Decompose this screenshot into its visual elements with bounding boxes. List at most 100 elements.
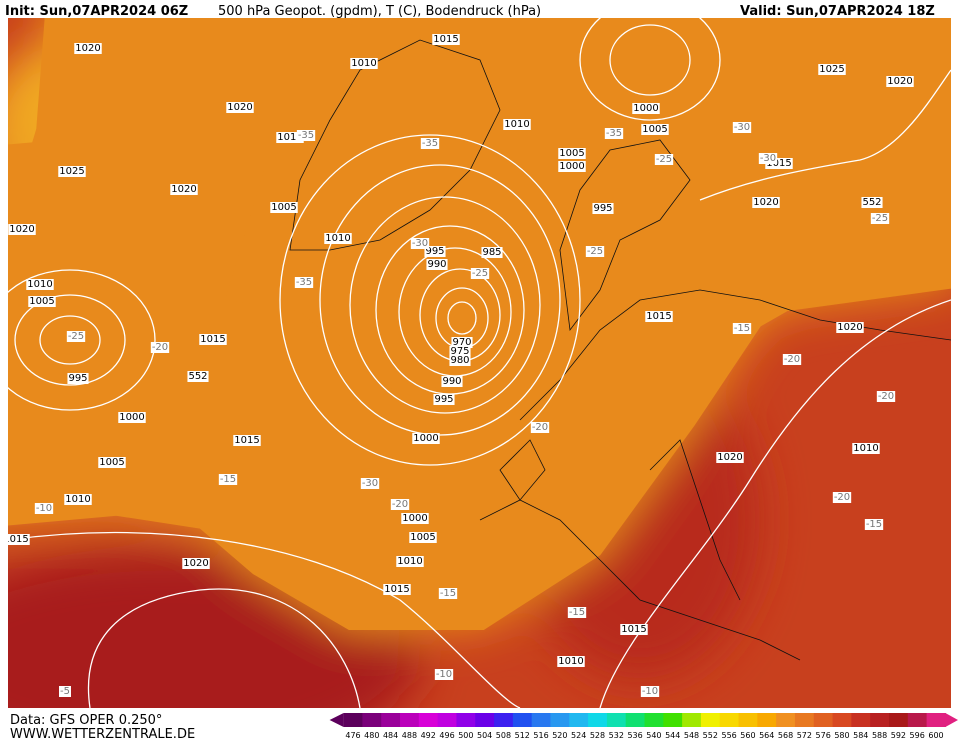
temperature-label: -35 <box>298 130 314 141</box>
isobar-label-box <box>558 161 586 172</box>
temperature-label-box <box>296 130 316 141</box>
temperature-label-box <box>530 422 550 433</box>
colorbar-cell <box>738 713 758 727</box>
colorbar-cell <box>531 713 551 727</box>
isobar-label-box <box>409 532 437 543</box>
isobar-label-box <box>818 64 846 75</box>
isobar-label-box <box>58 166 86 177</box>
colorbar-cell <box>719 713 740 727</box>
temperature-label-box <box>732 122 752 133</box>
isobar-label: 1020 <box>887 76 912 87</box>
isobar-label: 1000 <box>402 513 427 524</box>
isobar-label: 1020 <box>171 184 196 195</box>
isobar-label: 1010 <box>27 279 52 290</box>
isobar-label-box <box>716 452 744 463</box>
colorbar-cell <box>550 713 570 727</box>
temperature-label-box <box>420 138 440 149</box>
colorbar-label: 556 <box>721 731 736 740</box>
isobar-label: 1000 <box>559 161 584 172</box>
colorbar-label: 592 <box>891 731 906 740</box>
colorbar-label: 560 <box>740 731 755 740</box>
isobar-label-box <box>426 259 448 270</box>
temperature-label: -20 <box>532 422 548 433</box>
isobar-label: 1010 <box>504 119 529 130</box>
isobar-label: 975 <box>450 346 469 357</box>
isobar-label: 1015 <box>200 334 225 345</box>
colorbar-cell <box>813 713 834 727</box>
colorbar-cell <box>588 713 608 727</box>
colorbar-cell <box>832 713 852 727</box>
temperature-label: -15 <box>569 607 585 618</box>
colorbar-cell <box>663 713 683 727</box>
temperature-label-box <box>150 342 170 353</box>
temperature-label-box <box>294 277 314 288</box>
temperature-label-box <box>832 492 852 503</box>
isobar-label: 995 <box>68 373 87 384</box>
colorbar-cell <box>700 713 721 727</box>
colorbar-cell <box>362 713 382 727</box>
temperature-label: -20 <box>152 342 168 353</box>
isobar-label-box <box>350 58 378 69</box>
isobar-label-box <box>383 584 411 595</box>
colorbar-label: 552 <box>703 731 718 740</box>
isobar-label-box <box>765 158 793 169</box>
isobar-label-box <box>558 148 586 159</box>
temperature-label-box <box>604 128 624 139</box>
temperature-label: -30 <box>362 478 378 489</box>
isobar-label-box <box>449 346 471 357</box>
temperature-label: -15 <box>866 519 882 530</box>
colorbar-cell <box>851 713 871 727</box>
isobar-label: 995 <box>425 246 444 257</box>
colorbar-cell <box>776 713 796 727</box>
colorbar-label: 496 <box>439 731 454 740</box>
init-time: Init: Sun,07APR2024 06Z <box>5 4 188 19</box>
colorbar-label: 572 <box>797 731 812 740</box>
colorbar-label: 564 <box>759 731 774 740</box>
colorbar-cell <box>456 713 476 727</box>
isobar-label: 1000 <box>633 103 658 114</box>
colorbar-cell <box>682 713 702 727</box>
colorbar-label: 484 <box>383 731 398 740</box>
temperature-label: -20 <box>834 492 850 503</box>
isobar-label: 1015 <box>384 584 409 595</box>
isobar-label: 1020 <box>183 558 208 569</box>
isobar-label: 1020 <box>75 43 100 54</box>
isobar-label-box <box>170 184 198 195</box>
isobar-label-box <box>424 246 446 257</box>
temperature-label: -25 <box>68 331 84 342</box>
isobar-label-box <box>324 233 352 244</box>
temperature-label-box <box>876 391 896 402</box>
isobar-label: 1015 <box>277 132 302 143</box>
colorbar-label: 536 <box>627 731 642 740</box>
isobar-label-box <box>28 296 56 307</box>
isobar-label-box <box>412 433 440 444</box>
colorbar-cell <box>757 713 777 727</box>
temperature-label: -35 <box>296 277 312 288</box>
map-labels: 1015 1010 1020 1020 1015 1025 1020 1005 1010 1020… <box>8 34 914 697</box>
isobar-label: 1020 <box>753 197 778 208</box>
temperature-label: -25 <box>872 213 888 224</box>
isobar-label-box <box>645 311 673 322</box>
colorbar-arrow-right <box>945 713 958 727</box>
temperature-label: -20 <box>878 391 894 402</box>
colorbar-label: 492 <box>421 731 436 740</box>
colorbar-cell <box>418 713 439 727</box>
isobar-label: 1010 <box>351 58 376 69</box>
temperature-label-box <box>654 154 674 165</box>
temperature-label: -10 <box>642 686 658 697</box>
isobar-label: 1010 <box>325 233 350 244</box>
temperature-label-box <box>864 519 884 530</box>
colorbar-label: 568 <box>778 731 793 740</box>
temperature-label-box <box>758 153 778 164</box>
isobar-label: 990 <box>442 376 461 387</box>
colorbar-label: 540 <box>646 731 661 740</box>
isobar-label-box <box>199 334 227 345</box>
temperature-label-box <box>434 669 454 680</box>
isobar-label-box <box>620 624 648 635</box>
colorbar-label: 588 <box>872 731 887 740</box>
colorbar-label: 532 <box>609 731 624 740</box>
isobar-label-box <box>632 103 660 114</box>
isobar-label-box <box>641 124 669 135</box>
isobar-label-box <box>451 337 473 348</box>
colorbar-cell <box>437 713 457 727</box>
